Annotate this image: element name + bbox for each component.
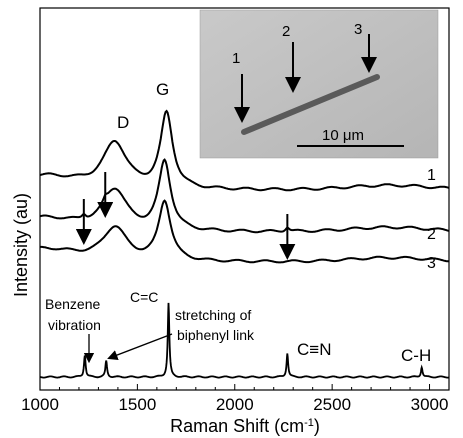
inset-background xyxy=(199,9,439,159)
plot-frame xyxy=(39,7,450,391)
trace-label-2: 2 xyxy=(427,226,436,243)
trace-label-3: 3 xyxy=(427,255,436,272)
x-axis-ticks: 1000 1500 2000 2500 3000 xyxy=(21,384,450,414)
annotation-stretch-2: biphenyl link xyxy=(177,327,255,343)
band-label-ch: C-H xyxy=(401,346,431,365)
series-line-3 xyxy=(40,199,450,264)
inset-point-label-2: 2 xyxy=(282,23,290,40)
spectra-traces xyxy=(39,109,450,379)
series-line-2 xyxy=(39,158,450,234)
x-tick-label-2500: 2500 xyxy=(313,395,351,414)
x-axis-title: Raman Shift (cm-1) xyxy=(170,416,320,436)
x-axis-title-tail: ) xyxy=(314,416,320,436)
y-axis-title: Intensity (au) xyxy=(11,193,31,297)
peak-arrows xyxy=(75,172,296,260)
inset-micrograph: 10 μm 1 2 3 xyxy=(199,9,439,159)
band-label-d: D xyxy=(117,113,129,132)
x-tick-label-3000: 3000 xyxy=(411,395,449,414)
annotation-benzene-1: Benzene xyxy=(45,296,100,312)
x-axis-title-base: Raman Shift (cm xyxy=(170,416,304,436)
trace-label-1: 1 xyxy=(427,167,436,184)
x-tick-label-2000: 2000 xyxy=(216,395,254,414)
x-tick-label-1500: 1500 xyxy=(118,395,156,414)
x-tick-label-1000: 1000 xyxy=(21,395,59,414)
annotation-benzene-2: vibration xyxy=(48,317,101,333)
annotation-stretch-1: stretching of xyxy=(175,307,251,323)
x-axis-title-sup: -1 xyxy=(304,417,314,429)
band-label-g: G xyxy=(156,80,169,99)
band-label-cc: C=C xyxy=(130,289,158,305)
series-line-1 xyxy=(39,109,450,192)
trace-labels: 1 2 3 xyxy=(427,167,436,272)
annotation-arrow-stretch xyxy=(107,333,173,360)
series-line-molecular xyxy=(39,302,449,379)
inset-scale-label: 10 μm xyxy=(322,127,364,144)
inset-fiber xyxy=(241,74,380,135)
band-label-cn: C≡N xyxy=(297,340,331,359)
inset-point-label-1: 1 xyxy=(232,50,240,67)
inset-point-label-3: 3 xyxy=(354,21,362,38)
